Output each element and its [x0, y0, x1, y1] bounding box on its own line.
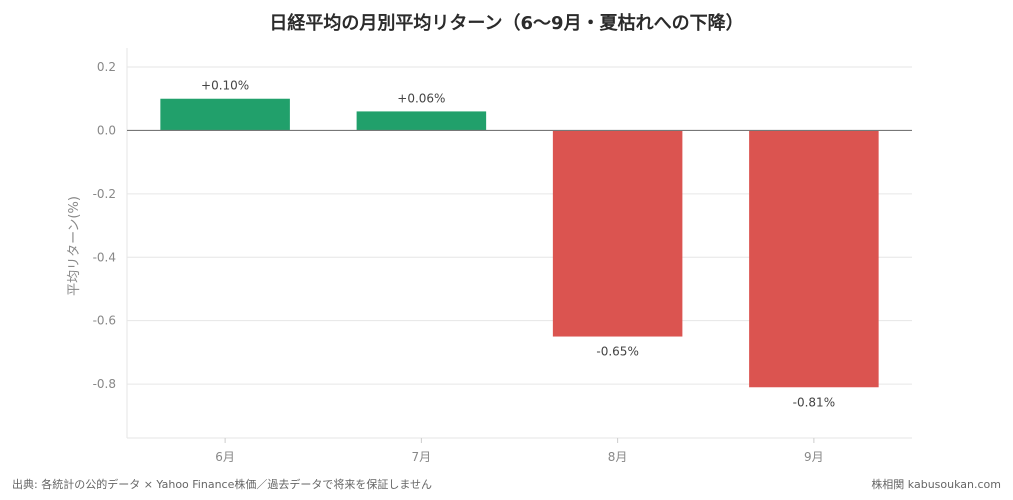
y-tick-label: -0.2	[93, 187, 116, 201]
axes	[126, 48, 912, 443]
tick-labels: 0.2 0.0 -0.2 -0.4 -0.6 -0.8 6月 7月 8月 9月	[93, 60, 824, 464]
data-labels: +0.10% +0.06% -0.65% -0.81%	[127, 79, 912, 409]
x-tick-label: 6月	[215, 450, 235, 464]
brand-link[interactable]: 株相関 kabusoukan.com	[871, 478, 1001, 491]
data-label: +0.06%	[397, 91, 445, 105]
data-label: +0.10%	[201, 79, 249, 93]
data-label: -0.65%	[596, 345, 638, 359]
y-tick-label: -0.6	[93, 314, 116, 328]
bar-2	[356, 111, 487, 131]
y-axis-title: 平均リターン(%)	[67, 196, 82, 296]
data-label: -0.81%	[793, 395, 835, 409]
bars	[160, 98, 879, 388]
bar-3	[552, 130, 683, 337]
x-tick-label: 7月	[412, 450, 432, 464]
y-tick-label: -0.4	[93, 250, 116, 264]
bar-4	[749, 130, 879, 388]
chart-title: 日経平均の月別平均リターン（6〜9月・夏枯れへの下降）	[269, 13, 744, 34]
y-tick-label: 0.0	[97, 123, 116, 137]
y-tick-label: 0.2	[97, 60, 116, 74]
x-tick-label: 8月	[608, 450, 628, 464]
x-tick-label: 9月	[804, 450, 824, 464]
source-note: 出典: 各統計の公的データ × Yahoo Finance株価／過去データで将来…	[12, 478, 433, 491]
bar-1	[160, 98, 290, 131]
y-tick-label: -0.8	[93, 377, 116, 391]
